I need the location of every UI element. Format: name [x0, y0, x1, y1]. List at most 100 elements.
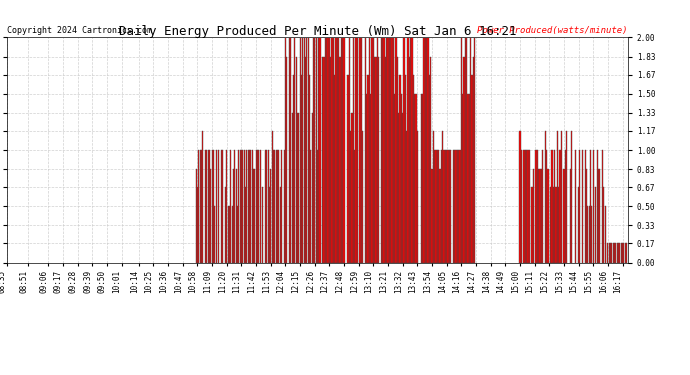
Bar — [604, 206, 606, 262]
Bar — [331, 38, 333, 262]
Bar — [311, 113, 313, 262]
Bar — [450, 150, 451, 262]
Bar — [533, 169, 534, 262]
Bar — [613, 243, 614, 262]
Bar — [611, 243, 613, 262]
Bar — [377, 38, 378, 262]
Bar — [442, 131, 443, 262]
Bar — [298, 113, 299, 262]
Bar — [458, 150, 460, 262]
Bar — [446, 150, 447, 262]
Bar — [391, 38, 393, 262]
Bar — [215, 150, 217, 262]
Bar — [337, 38, 338, 262]
Bar — [313, 38, 314, 262]
Bar — [437, 150, 438, 262]
Bar — [538, 169, 539, 262]
Bar — [229, 206, 230, 262]
Bar — [564, 150, 566, 262]
Bar — [602, 150, 603, 262]
Bar — [461, 38, 462, 262]
Bar — [275, 150, 277, 262]
Bar — [547, 169, 549, 262]
Bar — [265, 150, 266, 262]
Bar — [621, 243, 622, 262]
Bar — [235, 169, 237, 262]
Bar — [285, 38, 286, 262]
Bar — [232, 206, 233, 262]
Bar — [319, 38, 321, 262]
Bar — [246, 150, 247, 262]
Bar — [277, 150, 278, 262]
Bar — [591, 206, 593, 262]
Bar — [526, 150, 527, 262]
Bar — [433, 131, 434, 262]
Bar — [314, 38, 315, 262]
Bar — [294, 38, 295, 262]
Bar — [359, 38, 361, 262]
Bar — [305, 57, 306, 262]
Bar — [354, 150, 355, 262]
Bar — [427, 38, 428, 262]
Bar — [318, 38, 319, 262]
Bar — [355, 38, 357, 262]
Bar — [557, 131, 558, 262]
Bar — [465, 38, 466, 262]
Bar — [435, 150, 437, 262]
Bar — [603, 187, 604, 262]
Bar — [233, 169, 234, 262]
Bar — [457, 150, 458, 262]
Bar — [335, 38, 337, 262]
Bar — [421, 94, 422, 262]
Bar — [453, 150, 454, 262]
Bar — [402, 113, 403, 262]
Bar — [249, 150, 250, 262]
Bar — [415, 94, 417, 262]
Bar — [598, 169, 599, 262]
Bar — [212, 150, 213, 262]
Bar — [609, 243, 610, 262]
Bar — [414, 94, 415, 262]
Bar — [339, 57, 341, 262]
Bar — [299, 38, 301, 262]
Bar — [293, 75, 294, 262]
Bar — [269, 187, 270, 262]
Bar — [258, 150, 259, 262]
Bar — [278, 150, 279, 262]
Bar — [623, 243, 624, 262]
Bar — [388, 38, 390, 262]
Bar — [401, 94, 402, 262]
Bar — [448, 150, 450, 262]
Bar — [434, 150, 435, 262]
Bar — [262, 187, 264, 262]
Bar — [205, 150, 206, 262]
Bar — [382, 38, 383, 262]
Bar — [214, 206, 215, 262]
Title: Daily Energy Produced Per Minute (Wm) Sat Jan 6 16:21: Daily Energy Produced Per Minute (Wm) Sa… — [119, 24, 516, 38]
Bar — [213, 150, 214, 262]
Bar — [242, 150, 244, 262]
Bar — [333, 38, 334, 262]
Bar — [590, 150, 591, 262]
Bar — [381, 38, 382, 262]
Bar — [239, 150, 241, 262]
Bar — [586, 169, 587, 262]
Bar — [455, 150, 457, 262]
Bar — [226, 150, 227, 262]
Bar — [626, 243, 627, 262]
Bar — [218, 150, 219, 262]
Bar — [385, 57, 386, 262]
Bar — [615, 243, 616, 262]
Bar — [270, 169, 271, 262]
Bar — [330, 57, 331, 262]
Bar — [202, 131, 204, 262]
Bar — [362, 131, 363, 262]
Bar — [471, 75, 473, 262]
Bar — [286, 57, 287, 262]
Bar — [430, 57, 431, 262]
Bar — [222, 150, 224, 262]
Bar — [365, 38, 366, 262]
Bar — [206, 150, 208, 262]
Bar — [535, 150, 537, 262]
Bar — [291, 113, 293, 262]
